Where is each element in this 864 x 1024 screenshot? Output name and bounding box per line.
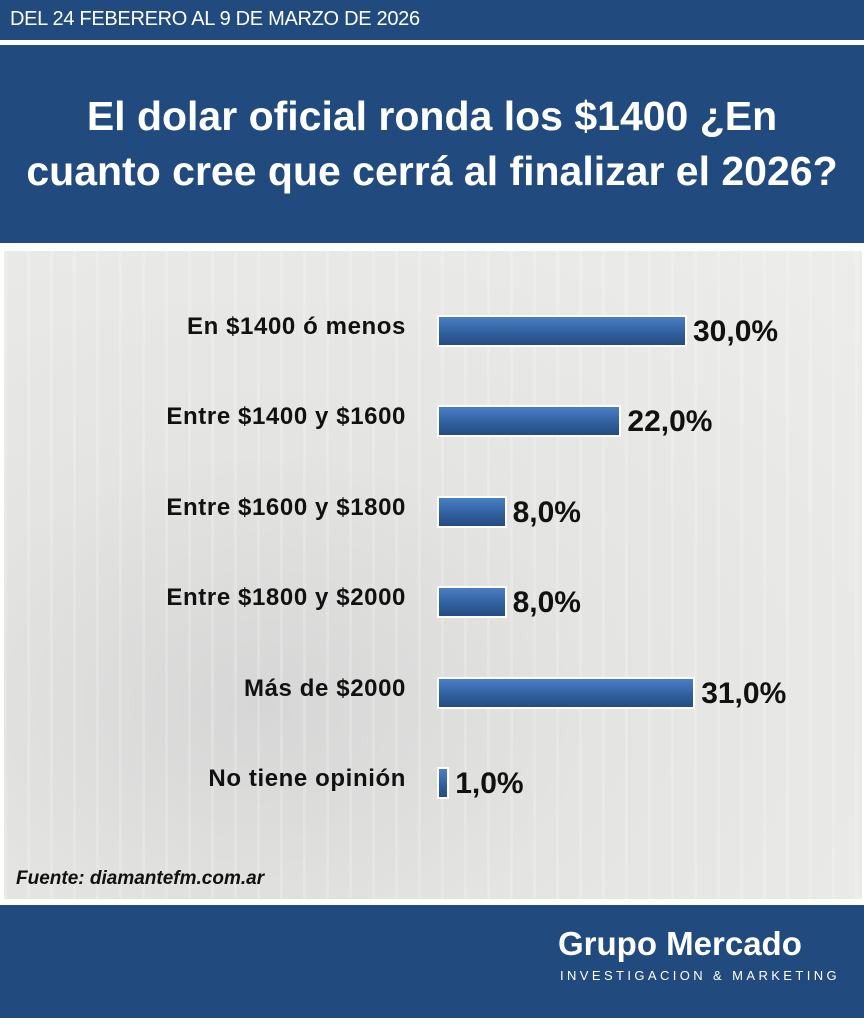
- value-label: 22,0%: [627, 405, 713, 439]
- brand-logo-text: Grupo Mercado: [558, 925, 802, 962]
- category-label: En $1400 ó menos: [186, 313, 406, 340]
- bar: [437, 315, 687, 347]
- date-banner: DEL 24 FEBERERO AL 9 DE MARZO DE 2026: [0, 0, 864, 40]
- chart-background: [4, 251, 862, 899]
- value-label: 8,0%: [512, 495, 581, 529]
- bar: [437, 586, 507, 619]
- footer-band: [0, 905, 864, 1018]
- category-label: Más de $2000: [244, 674, 406, 702]
- category-label: Entre $1600 y $1800: [166, 493, 406, 521]
- source-note: Fuente: diamantefm.com.ar: [16, 868, 265, 889]
- date-range: DEL 24 FEBERERO AL 9 DE MARZO DE 2026: [10, 8, 420, 30]
- value-label: 8,0%: [512, 586, 581, 620]
- value-label: 31,0%: [701, 676, 787, 710]
- bar: [437, 405, 622, 438]
- value-label: 1,0%: [455, 767, 524, 800]
- value-label: 30,0%: [693, 315, 779, 348]
- bar: [437, 495, 507, 528]
- bar: [437, 676, 696, 709]
- category-label: Entre $1400 y $1600: [166, 403, 406, 431]
- brand-tagline: INVESTIGACION & MARKETING: [560, 968, 841, 983]
- title-box: El dolar oficial ronda los $1400 ¿En cua…: [0, 45, 864, 243]
- bar: [437, 767, 450, 799]
- chart-title: El dolar oficial ronda los $1400 ¿En cua…: [26, 93, 838, 194]
- category-label: No tiene opinión: [208, 765, 406, 792]
- category-label: Entre $1800 y $2000: [166, 584, 406, 612]
